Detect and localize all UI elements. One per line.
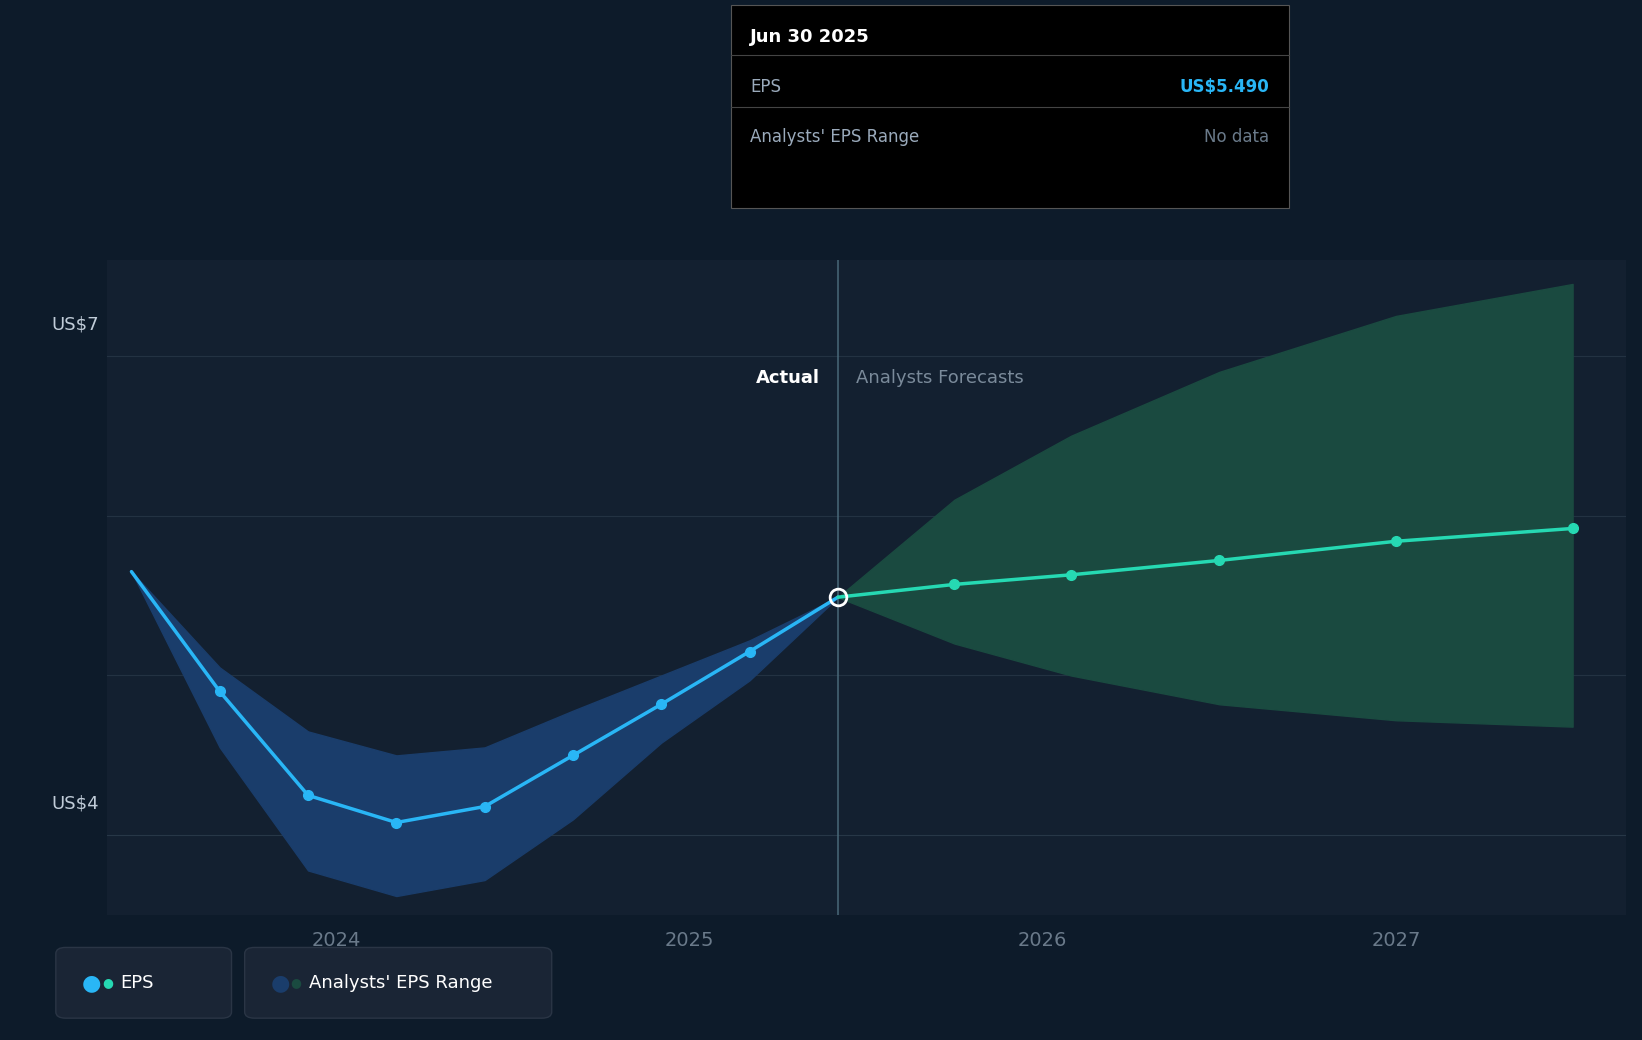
Text: Jun 30 2025: Jun 30 2025 — [750, 28, 870, 46]
Text: EPS: EPS — [750, 78, 782, 96]
Text: Analysts' EPS Range: Analysts' EPS Range — [750, 128, 920, 146]
Text: Actual: Actual — [757, 368, 821, 387]
Text: ●: ● — [102, 977, 113, 989]
Text: Analysts Forecasts: Analysts Forecasts — [855, 368, 1023, 387]
Text: ●: ● — [82, 972, 102, 993]
Text: US$4: US$4 — [51, 795, 99, 812]
Text: ●: ● — [291, 977, 302, 989]
Text: EPS: EPS — [120, 973, 153, 992]
Text: No data: No data — [1204, 128, 1269, 146]
Text: US$7: US$7 — [51, 315, 99, 333]
Text: Analysts' EPS Range: Analysts' EPS Range — [309, 973, 493, 992]
Text: ●: ● — [271, 972, 291, 993]
Text: US$5.490: US$5.490 — [1179, 78, 1269, 96]
